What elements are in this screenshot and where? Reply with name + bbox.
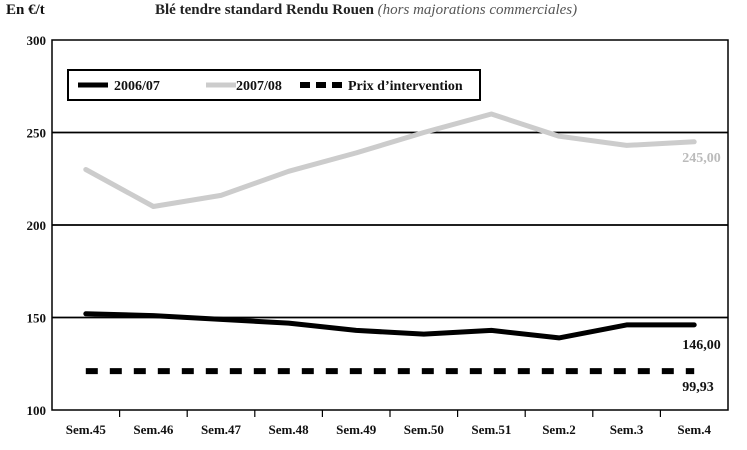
end-value-label: 99,93 [682, 380, 714, 395]
y-tick-label: 200 [27, 218, 47, 233]
x-tick-label: Sem.51 [471, 422, 511, 437]
x-tick-label: Sem.45 [66, 422, 107, 437]
y-axis-label: En €/t [6, 2, 45, 18]
x-tick-label: Sem.4 [677, 422, 711, 437]
x-tick-label: Sem.46 [133, 422, 174, 437]
x-tick-label: Sem.49 [336, 422, 377, 437]
y-tick-label: 300 [27, 33, 47, 48]
x-tick-label: Sem.50 [404, 422, 444, 437]
y-tick-label: 250 [27, 126, 47, 141]
x-tick-label: Sem.47 [201, 422, 242, 437]
legend-label: 2006/07 [114, 79, 160, 94]
end-value-label: 245,00 [682, 151, 721, 166]
chart-title-block: Blé tendre standard Rendu Rouen (hors ma… [155, 2, 577, 19]
x-tick-label: Sem.48 [269, 422, 310, 437]
chart-title: Blé tendre standard Rendu Rouen [155, 2, 374, 18]
y-tick-label: 150 [27, 311, 47, 326]
series-line-2006/07 [83, 311, 697, 341]
series-line-2007/08 [83, 111, 697, 209]
x-tick-label: Sem.2 [542, 422, 576, 437]
legend-label: 2007/08 [236, 79, 282, 94]
legend-label: Prix d’intervention [348, 79, 463, 94]
x-tick-label: Sem.3 [610, 422, 644, 437]
legend-box [67, 69, 481, 101]
y-tick-label: 100 [27, 403, 47, 418]
chart-subtitle: (hors majorations commerciales) [377, 2, 578, 18]
end-value-label: 146,00 [682, 338, 721, 353]
